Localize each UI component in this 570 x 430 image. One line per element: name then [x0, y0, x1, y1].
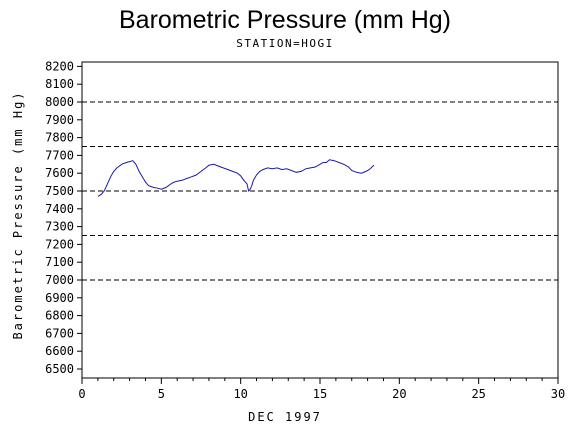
x-tick-label: 5	[158, 387, 165, 401]
y-tick-label: 8100	[45, 77, 74, 91]
y-tick-label: 7700	[45, 148, 74, 162]
x-tick-label: 25	[471, 387, 485, 401]
y-tick-label: 7800	[45, 131, 74, 145]
y-tick-label: 6500	[45, 362, 74, 376]
x-tick-label: 15	[313, 387, 327, 401]
chart-title: Barometric Pressure (mm Hg)	[119, 6, 451, 34]
y-tick-label: 7100	[45, 255, 74, 269]
y-tick-label: 7300	[45, 220, 74, 234]
y-tick-label: 7900	[45, 113, 74, 127]
y-tick-label: 7000	[45, 273, 74, 287]
y-tick-label: 6800	[45, 309, 74, 323]
pressure-series-line	[97, 159, 375, 197]
x-tick-label: 30	[551, 387, 565, 401]
y-tick-label: 8200	[45, 59, 74, 73]
y-tick-label: 7400	[45, 202, 74, 216]
x-tick-label: 10	[233, 387, 247, 401]
y-tick-label: 7200	[45, 237, 74, 251]
y-tick-label: 7500	[45, 184, 74, 198]
y-tick-label: 6700	[45, 326, 74, 340]
chart-subtitle: STATION=HOGI	[236, 37, 334, 50]
y-tick-label: 7600	[45, 166, 74, 180]
plot-frame	[81, 61, 559, 379]
y-tick-label: 8000	[45, 95, 74, 109]
y-tick-label: 6900	[45, 291, 74, 305]
y-tick-label: 6600	[45, 344, 74, 358]
x-axis-label: DEC 1997	[248, 410, 322, 424]
y-axis-label: Barometric Pressure (mm Hg)	[11, 90, 25, 340]
x-tick-label: 20	[392, 387, 406, 401]
x-tick-label: 0	[78, 387, 85, 401]
